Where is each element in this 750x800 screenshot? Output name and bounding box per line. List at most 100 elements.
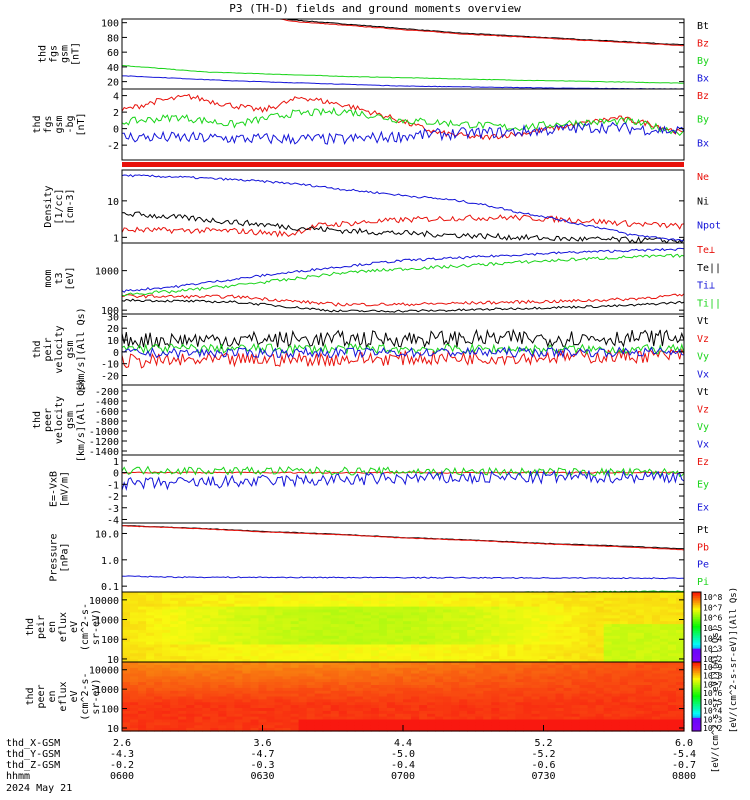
heatmap-cell (419, 641, 428, 646)
heatmap-cell (362, 592, 372, 596)
heatmap-cell (130, 627, 139, 631)
heatmap-cell (266, 609, 276, 613)
heatmap-cell (627, 710, 637, 715)
heatmap-cell (122, 690, 131, 695)
heatmap-cell (314, 716, 324, 721)
heatmap-cell (539, 624, 549, 628)
heatmap-cell (411, 592, 420, 596)
heatmap-cell (451, 722, 460, 726)
heatmap-cell (162, 615, 171, 619)
heatmap-cell (130, 693, 139, 698)
heatmap-cell (435, 664, 444, 669)
heatmap-cell (130, 716, 139, 721)
y-axis-label: [nPa] (60, 542, 71, 572)
heatmap-cell (611, 670, 621, 675)
heatmap-cell (298, 606, 308, 611)
heatmap-cell (378, 690, 388, 695)
heatmap-cell (138, 592, 147, 596)
heatmap-cell (403, 632, 412, 637)
series-By-line (121, 65, 685, 84)
heatmap-cell (563, 710, 573, 715)
colorbar-step (692, 679, 701, 682)
heatmap-cell (547, 656, 557, 660)
heatmap-cell (170, 618, 179, 622)
heatmap-cell (483, 606, 492, 611)
colorbar-step (692, 698, 701, 701)
heatmap-cell (234, 600, 243, 605)
heatmap-cell (226, 716, 235, 721)
heatmap-cell (411, 685, 420, 689)
heatmap-cell (314, 664, 324, 669)
heatmap-cell (515, 705, 524, 709)
heatmap-cell (587, 641, 597, 646)
heatmap-cell (338, 641, 348, 646)
colorbar-tick-label: 10^2 (703, 655, 722, 664)
heatmap-cell (338, 687, 348, 692)
heatmap-cell (635, 687, 645, 692)
heatmap-cell (427, 600, 436, 605)
heatmap-cell (667, 725, 677, 729)
heatmap-cell (322, 600, 332, 605)
heatmap-cell (419, 708, 428, 712)
heatmap-cell (378, 621, 388, 625)
heatmap-cell (619, 696, 629, 700)
heatmap-cell (411, 621, 420, 625)
heatmap-cell (250, 667, 260, 672)
heatmap-cell (443, 716, 452, 721)
heatmap-cell (451, 638, 460, 643)
heatmap-cell (539, 702, 549, 706)
heatmap-cell (635, 621, 645, 625)
heatmap-cell (234, 644, 243, 648)
heatmap-cell (547, 618, 557, 622)
y-axis-label: thd (32, 340, 43, 358)
heatmap-cell (451, 702, 460, 706)
heatmap-cell (218, 656, 227, 660)
heatmap-cell (667, 641, 677, 646)
heatmap-cell (122, 632, 131, 637)
heatmap-cell (218, 612, 227, 616)
y-tick-label: 1.0 (101, 556, 119, 567)
heatmap-cell (483, 670, 492, 675)
heatmap-cell (483, 629, 492, 634)
heatmap-cell (531, 685, 541, 689)
heatmap-cell (194, 606, 203, 611)
heatmap-cell (555, 696, 565, 700)
heatmap-cell (146, 644, 155, 648)
heatmap-cell (258, 600, 268, 605)
heatmap-cell (571, 676, 581, 680)
heatmap-cell (242, 609, 251, 613)
heatmap-cell (475, 699, 484, 703)
heatmap-cell (643, 670, 653, 675)
heatmap-cell (138, 632, 147, 637)
heatmap-cell (467, 682, 476, 686)
heatmap-cell (619, 594, 629, 599)
heatmap-cell (395, 664, 404, 669)
heatmap-cell (330, 713, 340, 718)
heatmap-cell (210, 682, 219, 686)
colorbar-step (692, 604, 701, 607)
heatmap-cell (475, 635, 484, 640)
heatmap-cell (266, 606, 276, 611)
heatmap-cell (346, 710, 356, 715)
heatmap-cell (603, 667, 613, 672)
heatmap-cell (587, 603, 597, 608)
heatmap-cell (507, 641, 516, 646)
heatmap-cell (515, 635, 524, 640)
heatmap-cell (475, 594, 484, 599)
y-axis-label: peer (36, 684, 47, 708)
heatmap-cell (386, 673, 396, 677)
heatmap-cell (202, 629, 211, 634)
heatmap-cell (234, 662, 243, 666)
heatmap-cell (122, 594, 131, 599)
heatmap-cell (499, 682, 508, 686)
series-Ne-line (121, 214, 685, 238)
heatmap-cell (346, 627, 356, 631)
heatmap-cell (322, 676, 332, 680)
heatmap-cell (635, 667, 645, 672)
heatmap-cell (619, 647, 629, 651)
heatmap-cell (282, 600, 292, 605)
heatmap-cell (427, 641, 436, 646)
heatmap-cell (611, 618, 621, 622)
heatmap-cell (354, 618, 364, 622)
heatmap-cell (242, 728, 251, 732)
